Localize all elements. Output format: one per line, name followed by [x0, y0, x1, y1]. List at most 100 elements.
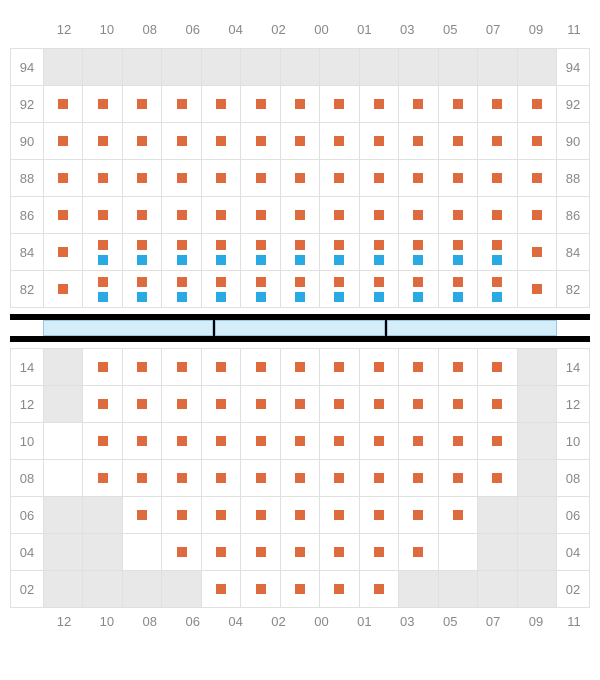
seat-cell[interactable]: [44, 234, 82, 270]
seat-cell[interactable]: [518, 271, 556, 307]
seat-cell[interactable]: [162, 271, 200, 307]
seat-cell[interactable]: [478, 386, 516, 422]
seat-cell[interactable]: [399, 234, 437, 270]
seat-cell[interactable]: [281, 197, 319, 233]
seat-cell[interactable]: [281, 497, 319, 533]
seat-cell[interactable]: [399, 423, 437, 459]
seat-cell[interactable]: [83, 386, 121, 422]
seat-cell[interactable]: [241, 197, 279, 233]
seat-cell[interactable]: [399, 460, 437, 496]
seat-cell[interactable]: [162, 86, 200, 122]
seat-cell[interactable]: [162, 123, 200, 159]
seat-cell[interactable]: [162, 534, 200, 570]
seat-cell[interactable]: [320, 460, 358, 496]
seat-cell[interactable]: [478, 197, 516, 233]
seat-cell[interactable]: [281, 349, 319, 385]
seat-cell[interactable]: [281, 234, 319, 270]
seat-cell[interactable]: [123, 234, 161, 270]
seat-cell[interactable]: [123, 423, 161, 459]
seat-cell[interactable]: [202, 460, 240, 496]
seat-cell[interactable]: [83, 460, 121, 496]
seat-cell[interactable]: [320, 197, 358, 233]
seat-cell[interactable]: [202, 86, 240, 122]
seat-cell[interactable]: [123, 86, 161, 122]
seat-cell[interactable]: [360, 160, 398, 196]
seat-cell[interactable]: [439, 197, 477, 233]
seat-cell[interactable]: [281, 386, 319, 422]
seat-cell[interactable]: [360, 349, 398, 385]
seat-cell[interactable]: [360, 86, 398, 122]
seat-cell[interactable]: [123, 497, 161, 533]
seat-cell[interactable]: [320, 86, 358, 122]
seat-cell[interactable]: [202, 160, 240, 196]
seat-cell[interactable]: [241, 234, 279, 270]
seat-cell[interactable]: [202, 234, 240, 270]
seat-cell[interactable]: [439, 160, 477, 196]
seat-cell[interactable]: [162, 197, 200, 233]
seat-cell[interactable]: [439, 234, 477, 270]
seat-cell[interactable]: [44, 86, 82, 122]
seat-cell[interactable]: [360, 386, 398, 422]
seat-cell[interactable]: [360, 571, 398, 607]
seat-cell[interactable]: [123, 349, 161, 385]
seat-cell[interactable]: [83, 271, 121, 307]
seat-cell[interactable]: [320, 571, 358, 607]
seat-cell[interactable]: [241, 271, 279, 307]
seat-cell[interactable]: [360, 497, 398, 533]
seat-cell[interactable]: [202, 423, 240, 459]
seat-cell[interactable]: [320, 160, 358, 196]
seat-cell[interactable]: [44, 160, 82, 196]
seat-cell[interactable]: [83, 86, 121, 122]
seat-cell[interactable]: [241, 386, 279, 422]
seat-cell[interactable]: [399, 160, 437, 196]
seat-cell[interactable]: [83, 349, 121, 385]
seat-cell[interactable]: [281, 460, 319, 496]
seat-cell[interactable]: [83, 423, 121, 459]
seat-cell[interactable]: [439, 271, 477, 307]
seat-cell[interactable]: [281, 160, 319, 196]
seat-cell[interactable]: [478, 234, 516, 270]
seat-cell[interactable]: [320, 349, 358, 385]
seat-cell[interactable]: [83, 160, 121, 196]
seat-cell[interactable]: [399, 86, 437, 122]
seat-cell[interactable]: [83, 123, 121, 159]
seat-cell[interactable]: [202, 197, 240, 233]
seat-cell[interactable]: [478, 123, 516, 159]
seat-cell[interactable]: [478, 160, 516, 196]
seat-cell[interactable]: [399, 349, 437, 385]
seat-cell[interactable]: [241, 349, 279, 385]
seat-cell[interactable]: [202, 271, 240, 307]
seat-cell[interactable]: [162, 349, 200, 385]
seat-cell[interactable]: [439, 86, 477, 122]
seat-cell[interactable]: [241, 497, 279, 533]
seat-cell[interactable]: [439, 460, 477, 496]
seat-cell[interactable]: [360, 123, 398, 159]
seat-cell[interactable]: [518, 86, 556, 122]
seat-cell[interactable]: [83, 234, 121, 270]
seat-cell[interactable]: [360, 534, 398, 570]
seat-cell[interactable]: [478, 86, 516, 122]
seat-cell[interactable]: [360, 460, 398, 496]
seat-cell[interactable]: [241, 423, 279, 459]
seat-cell[interactable]: [478, 460, 516, 496]
seat-cell[interactable]: [202, 386, 240, 422]
seat-cell[interactable]: [241, 160, 279, 196]
seat-cell[interactable]: [320, 271, 358, 307]
seat-cell[interactable]: [162, 460, 200, 496]
seat-cell[interactable]: [478, 349, 516, 385]
seat-cell[interactable]: [162, 386, 200, 422]
seat-cell[interactable]: [439, 386, 477, 422]
seat-cell[interactable]: [320, 423, 358, 459]
seat-cell[interactable]: [202, 349, 240, 385]
seat-cell[interactable]: [360, 234, 398, 270]
seat-cell[interactable]: [241, 571, 279, 607]
seat-cell[interactable]: [439, 123, 477, 159]
seat-cell[interactable]: [320, 497, 358, 533]
seat-cell[interactable]: [241, 123, 279, 159]
seat-cell[interactable]: [44, 271, 82, 307]
seat-cell[interactable]: [439, 349, 477, 385]
seat-cell[interactable]: [162, 423, 200, 459]
seat-cell[interactable]: [202, 123, 240, 159]
seat-cell[interactable]: [281, 571, 319, 607]
seat-cell[interactable]: [281, 534, 319, 570]
